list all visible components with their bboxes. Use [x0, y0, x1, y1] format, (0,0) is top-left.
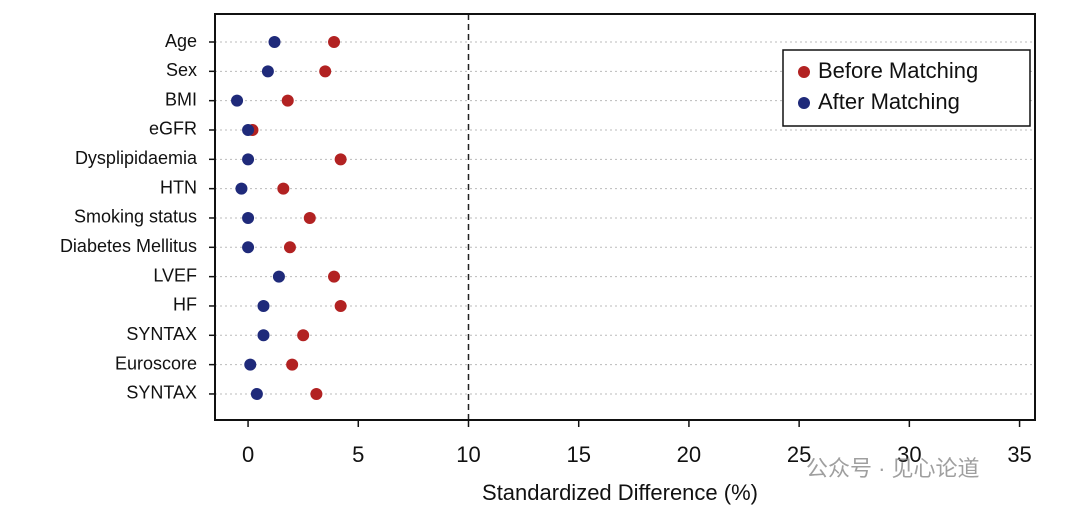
watermark: 公众号 · 见心论道 [806, 456, 980, 481]
data-point [242, 123, 255, 136]
plot-frame [214, 13, 1036, 421]
x-tick-label: 15 [566, 442, 590, 467]
legend-marker [798, 66, 810, 78]
y-tick-label: Diabetes Mellitus [60, 236, 197, 256]
data-point [261, 65, 274, 78]
y-tick-label: Age [165, 31, 197, 51]
data-point [242, 153, 255, 166]
legend-label: Before Matching [818, 58, 978, 83]
data-point [328, 36, 341, 48]
y-tick-label: Dysplipidaemia [75, 148, 198, 168]
x-tick-label: 5 [352, 442, 364, 467]
legend-marker [798, 97, 810, 109]
y-tick-label: HF [173, 295, 197, 315]
data-point [334, 153, 347, 166]
y-tick-label: Smoking status [74, 207, 197, 227]
data-point [268, 36, 281, 48]
y-tick-label: eGFR [149, 119, 197, 139]
data-point [303, 211, 316, 224]
data-point [277, 182, 290, 195]
data-point [328, 270, 341, 283]
data-point [257, 299, 270, 312]
data-point [272, 270, 285, 283]
x-tick-label: 35 [1007, 442, 1031, 467]
legend-box [782, 49, 1031, 127]
data-point [297, 329, 310, 342]
data-point [283, 241, 296, 254]
data-point [319, 65, 332, 78]
x-tick-label: 10 [456, 442, 480, 467]
data-point [244, 358, 257, 371]
data-point [242, 241, 255, 254]
y-tick-label: SYNTAX [126, 383, 197, 403]
x-tick-label: 25 [787, 442, 811, 467]
data-point [286, 358, 299, 371]
x-axis-label: Standardized Difference (%) [482, 480, 758, 505]
data-point [310, 387, 323, 400]
y-tick-label: LVEF [153, 265, 197, 285]
data-point [281, 94, 294, 107]
data-point [334, 299, 347, 312]
data-point [235, 182, 248, 195]
y-tick-label: Sex [166, 60, 197, 80]
x-tick-label: 0 [242, 442, 254, 467]
x-tick-label: 30 [897, 442, 921, 467]
y-tick-label: BMI [165, 89, 197, 109]
data-point [231, 94, 244, 107]
data-point [257, 329, 270, 342]
data-point [242, 211, 255, 224]
y-tick-label: Euroscore [115, 353, 197, 373]
data-point [250, 387, 263, 400]
x-tick-label: 20 [677, 442, 701, 467]
y-tick-label: HTN [160, 177, 197, 197]
legend-label: After Matching [818, 89, 960, 114]
y-tick-label: SYNTAX [126, 324, 197, 344]
